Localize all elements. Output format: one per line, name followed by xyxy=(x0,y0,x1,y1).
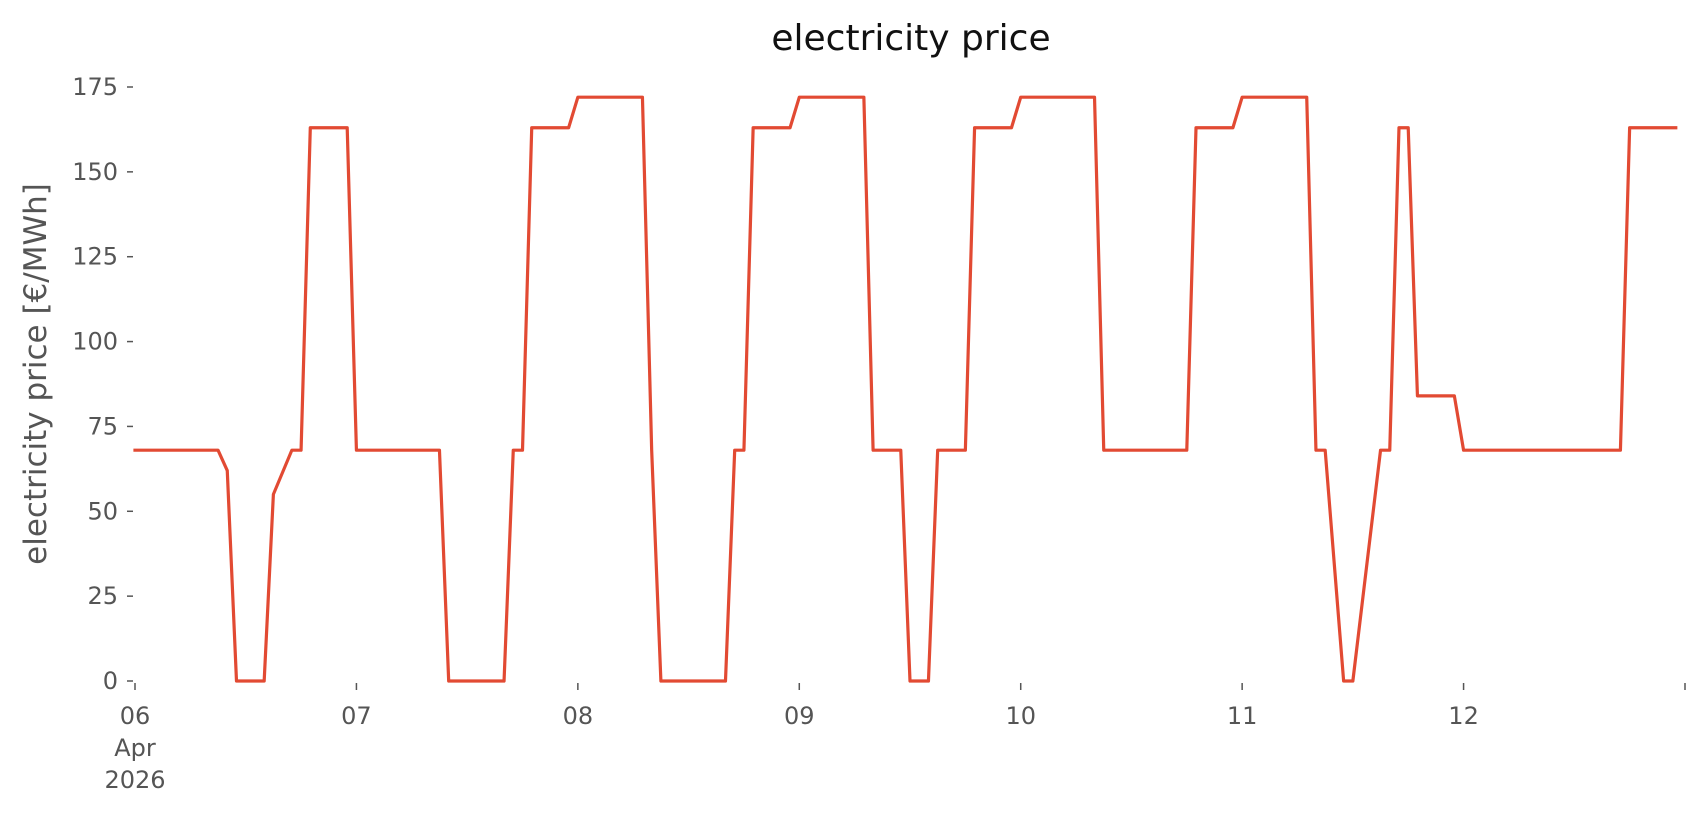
data-point xyxy=(567,126,570,129)
y-tick-label: 0 xyxy=(103,667,118,695)
data-point xyxy=(1527,449,1529,451)
data-point xyxy=(789,126,791,129)
data-point xyxy=(1185,449,1188,451)
data-point xyxy=(1315,449,1317,451)
data-point xyxy=(1453,395,1456,397)
data-point xyxy=(577,96,579,98)
x-tick-label: 10 xyxy=(1005,702,1036,730)
data-point xyxy=(1674,126,1677,129)
data-point xyxy=(346,126,349,129)
x-axis: 06 Apr 2026 07 08 09 10 11 12 xyxy=(104,683,1686,794)
data-point xyxy=(863,96,865,98)
data-point xyxy=(909,680,911,682)
data-point xyxy=(1305,96,1308,98)
x-tick-label: 11 xyxy=(1227,702,1258,730)
data-point xyxy=(1628,126,1631,129)
data-point xyxy=(1388,449,1391,451)
data-point xyxy=(650,449,653,451)
y-tick-label: 175 xyxy=(72,73,118,101)
data-point xyxy=(1324,449,1326,451)
y-tick-label: 25 xyxy=(87,582,118,610)
x-tick-label: 12 xyxy=(1448,702,1479,730)
x-tick-label: 08 xyxy=(563,702,594,730)
chart-title: electricity price xyxy=(771,18,1050,59)
data-point xyxy=(1241,96,1243,98)
plot-area xyxy=(133,95,1678,683)
data-point xyxy=(872,449,874,451)
data-point xyxy=(899,449,902,451)
data-point xyxy=(530,126,533,129)
data-point xyxy=(1102,449,1105,451)
data-point xyxy=(291,449,293,451)
data-point xyxy=(1407,126,1410,129)
data-point xyxy=(300,449,302,451)
data-point xyxy=(1352,680,1354,682)
data-point xyxy=(1010,126,1013,129)
y-tick-label: 125 xyxy=(72,243,118,271)
data-point xyxy=(503,680,505,682)
data-point xyxy=(272,493,275,496)
data-point xyxy=(217,449,219,451)
data-point xyxy=(1379,449,1382,451)
x-tick-label: Apr xyxy=(114,734,156,762)
data-point xyxy=(1093,96,1096,98)
y-tick-label: 100 xyxy=(72,328,118,356)
data-point xyxy=(235,680,238,682)
data-point xyxy=(309,126,312,129)
data-point xyxy=(798,96,801,98)
y-tick-label: 150 xyxy=(72,158,118,186)
data-point xyxy=(1398,126,1400,129)
y-axis-label: electricity price [€/MWh] xyxy=(18,183,54,565)
data-point xyxy=(936,449,939,451)
data-point xyxy=(1232,126,1234,129)
x-tick-label: 07 xyxy=(341,702,372,730)
data-point xyxy=(724,680,727,682)
data-point xyxy=(927,680,930,682)
data-point xyxy=(743,449,745,451)
data-point xyxy=(660,680,662,682)
y-axis: 0 25 50 75 100 125 150 175 xyxy=(72,73,133,695)
x-tick-label: 09 xyxy=(784,702,815,730)
data-point xyxy=(512,449,515,451)
x-tick-label: 2026 xyxy=(104,766,165,794)
data-point xyxy=(438,449,441,451)
y-tick-label: 75 xyxy=(87,412,118,440)
data-point xyxy=(973,126,976,129)
data-point xyxy=(355,449,358,451)
y-tick-label: 50 xyxy=(87,497,118,525)
data-point xyxy=(964,449,967,451)
data-point xyxy=(1416,395,1419,397)
data-point xyxy=(641,96,644,98)
data-point xyxy=(1195,126,1197,129)
data-point xyxy=(521,449,524,451)
data-point xyxy=(1342,680,1345,682)
data-point xyxy=(1019,96,1022,98)
data-point xyxy=(1536,449,1539,451)
data-point xyxy=(226,469,229,472)
x-tick-label: 06 xyxy=(120,702,151,730)
data-point xyxy=(447,680,450,682)
data-point xyxy=(263,680,265,682)
data-point xyxy=(134,449,136,451)
data-point xyxy=(733,449,736,451)
data-point xyxy=(752,126,754,129)
data-point xyxy=(1619,449,1622,451)
data-point xyxy=(1462,449,1465,451)
